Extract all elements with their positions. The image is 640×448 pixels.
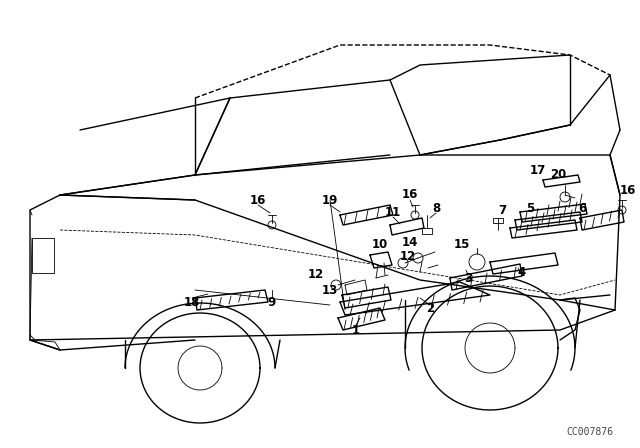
Text: 7: 7 bbox=[498, 203, 506, 216]
Text: 1: 1 bbox=[352, 323, 360, 336]
Text: 8: 8 bbox=[432, 202, 440, 215]
Text: 16: 16 bbox=[250, 194, 266, 207]
Text: 11: 11 bbox=[385, 206, 401, 219]
Text: 12: 12 bbox=[308, 268, 324, 281]
Text: 17: 17 bbox=[530, 164, 546, 177]
Text: 10: 10 bbox=[372, 238, 388, 251]
Text: 14: 14 bbox=[402, 236, 418, 249]
Text: 16: 16 bbox=[620, 184, 636, 197]
Text: 9: 9 bbox=[268, 296, 276, 309]
Text: 16: 16 bbox=[402, 189, 418, 202]
Text: 5: 5 bbox=[526, 202, 534, 215]
Text: 15: 15 bbox=[454, 238, 470, 251]
Bar bbox=[493, 218, 503, 223]
Text: 6: 6 bbox=[578, 202, 586, 215]
Text: 12: 12 bbox=[400, 250, 416, 263]
Text: 19: 19 bbox=[322, 194, 338, 207]
Bar bbox=[422, 228, 432, 234]
Text: 18: 18 bbox=[184, 296, 200, 309]
Text: 4: 4 bbox=[518, 266, 526, 279]
Bar bbox=[32, 238, 54, 273]
Text: 13: 13 bbox=[322, 284, 338, 297]
Text: 3: 3 bbox=[464, 271, 472, 284]
Text: 2: 2 bbox=[426, 302, 434, 314]
Text: CC007876: CC007876 bbox=[566, 427, 614, 437]
Text: 20: 20 bbox=[550, 168, 566, 181]
